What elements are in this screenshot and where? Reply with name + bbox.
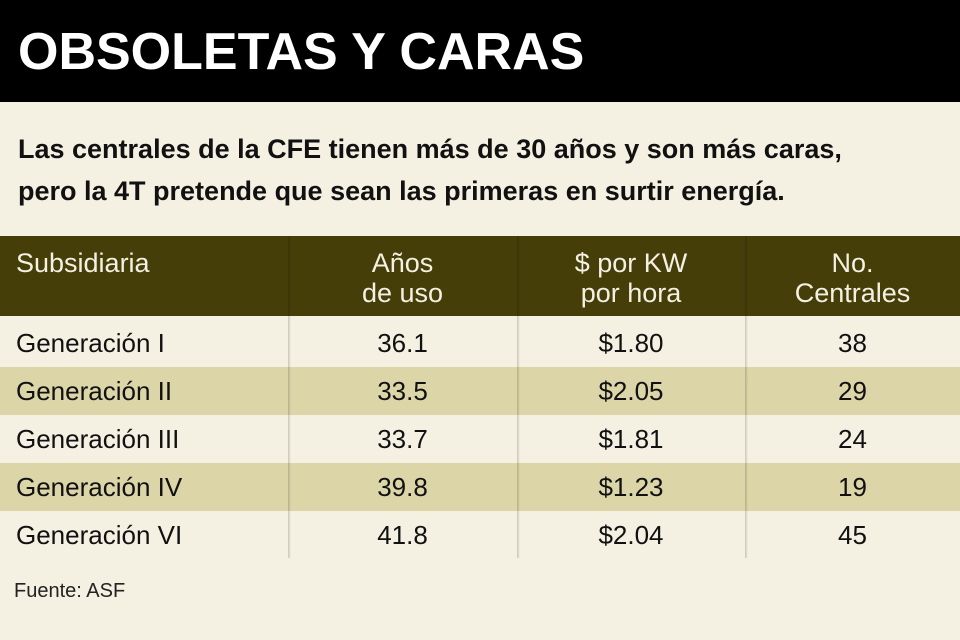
column-divider xyxy=(745,236,748,558)
header-centrales: No. Centrales xyxy=(745,236,960,316)
header-text: por hora xyxy=(580,278,682,308)
table-cell: $1.81 xyxy=(598,423,664,454)
header-text: No. xyxy=(831,248,874,278)
table-cell: $2.04 xyxy=(598,519,664,550)
table-cell: 29 xyxy=(838,375,867,406)
page-title: OBSOLETAS Y CARAS xyxy=(18,23,585,81)
table-cell: Generación II xyxy=(16,375,173,406)
header-text: $ por KW xyxy=(574,248,688,278)
header-precio: $ por KW por hora xyxy=(517,236,745,316)
table-header: Subsidiaria Años de uso $ por KW por hora … xyxy=(0,236,960,316)
column-divider xyxy=(288,236,291,558)
table-cell: 41.8 xyxy=(377,519,428,550)
table-row: Generación I 36.1 $1.80 38 xyxy=(0,319,960,367)
table-cell: $1.80 xyxy=(598,327,664,358)
table-cell: $1.23 xyxy=(598,471,664,502)
column-divider xyxy=(517,236,520,558)
table-row: Generación VI 41.8 $2.04 45 xyxy=(0,511,960,559)
header-text: de uso xyxy=(361,278,444,308)
data-table: Subsidiaria Años de uso $ por KW por hora … xyxy=(0,236,960,559)
table-row: Generación III 33.7 $1.81 24 xyxy=(0,415,960,463)
table-cell: 33.5 xyxy=(377,375,428,406)
header-text: Subsidiaria xyxy=(16,248,150,278)
title-bar: OBSOLETAS Y CARAS xyxy=(0,0,960,102)
subtitle-line: pero la 4T pretende que sean las primera… xyxy=(18,176,785,206)
table-cell: 38 xyxy=(838,327,867,358)
source-note: Fuente: ASF xyxy=(14,580,126,602)
table-cell: 45 xyxy=(838,519,867,550)
subtitle-line: Las centrales de la CFE tienen más de 30… xyxy=(18,134,842,164)
table-cell: Generación III xyxy=(16,423,180,454)
header-subsidiaria: Subsidiaria xyxy=(0,236,288,316)
table-cell: 19 xyxy=(838,471,867,502)
header-anos: Años de uso xyxy=(288,236,517,316)
header-text: Años xyxy=(371,248,434,278)
table-row: Generación IV 39.8 $1.23 19 xyxy=(0,463,960,511)
table-cell: $2.05 xyxy=(598,375,664,406)
table-cell: 24 xyxy=(838,423,867,454)
subtitle: Las centrales de la CFE tienen más de 30… xyxy=(18,128,948,212)
table-cell: 36.1 xyxy=(377,327,428,358)
table-row: Generación II 33.5 $2.05 29 xyxy=(0,367,960,415)
table-cell: Generación I xyxy=(16,327,165,358)
header-text: Centrales xyxy=(794,278,911,308)
table-cell: 33.7 xyxy=(377,423,428,454)
table-cell: Generación IV xyxy=(16,471,183,502)
table-cell: Generación VI xyxy=(16,519,183,550)
table-cell: 39.8 xyxy=(377,471,428,502)
